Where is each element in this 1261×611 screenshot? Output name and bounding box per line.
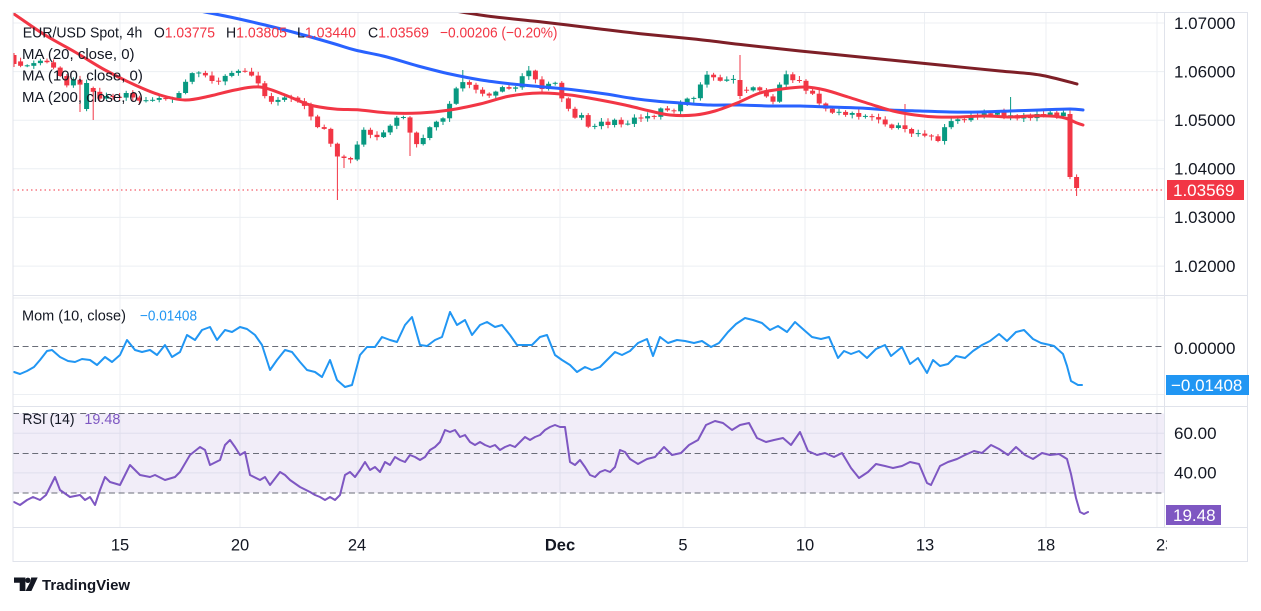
svg-text:H1.03805: H1.03805 <box>226 25 287 42</box>
svg-text:40.00: 40.00 <box>1174 464 1217 483</box>
svg-text:1.04000: 1.04000 <box>1174 160 1235 179</box>
svg-text:L1.03440: L1.03440 <box>297 25 356 42</box>
svg-text:20: 20 <box>231 537 249 555</box>
svg-text:1.03569: 1.03569 <box>1173 181 1234 200</box>
svg-text:60.00: 60.00 <box>1174 424 1217 443</box>
svg-text:MA (100, close, 0): MA (100, close, 0) <box>22 68 143 85</box>
svg-text:1.02000: 1.02000 <box>1174 257 1235 276</box>
svg-text:RSI (14): RSI (14) <box>23 412 75 428</box>
svg-text:1.06000: 1.06000 <box>1174 62 1235 81</box>
svg-text:−0.00206 (−0.20%): −0.00206 (−0.20%) <box>440 25 558 42</box>
svg-text:13: 13 <box>916 537 934 555</box>
svg-text:10: 10 <box>796 537 814 555</box>
svg-text:19.48: 19.48 <box>84 412 120 428</box>
svg-text:TradingView: TradingView <box>42 577 130 594</box>
svg-text:1.03000: 1.03000 <box>1174 208 1235 227</box>
svg-text:MA (200, close, 0): MA (200, close, 0) <box>22 89 143 106</box>
svg-text:C1.03569: C1.03569 <box>368 25 429 42</box>
svg-text:EUR/USD Spot, 4h: EUR/USD Spot, 4h <box>23 25 143 42</box>
svg-text:−0.01408: −0.01408 <box>1171 376 1242 395</box>
svg-text:Mom (10, close): Mom (10, close) <box>22 309 126 325</box>
svg-text:O1.03775: O1.03775 <box>154 25 215 42</box>
svg-text:24: 24 <box>348 537 366 555</box>
svg-text:MA (20, close, 0): MA (20, close, 0) <box>22 46 135 63</box>
svg-text:Dec: Dec <box>545 537 575 555</box>
svg-text:18: 18 <box>1037 537 1055 555</box>
svg-text:−0.01408: −0.01408 <box>140 309 197 325</box>
svg-text:5: 5 <box>678 537 687 555</box>
svg-text:23: 23 <box>1156 537 1174 555</box>
svg-text:1.05000: 1.05000 <box>1174 111 1235 130</box>
svg-text:15: 15 <box>111 537 129 555</box>
svg-text:0.00000: 0.00000 <box>1174 339 1235 358</box>
svg-text:19.48: 19.48 <box>1173 506 1216 525</box>
svg-text:1.07000: 1.07000 <box>1174 14 1235 33</box>
